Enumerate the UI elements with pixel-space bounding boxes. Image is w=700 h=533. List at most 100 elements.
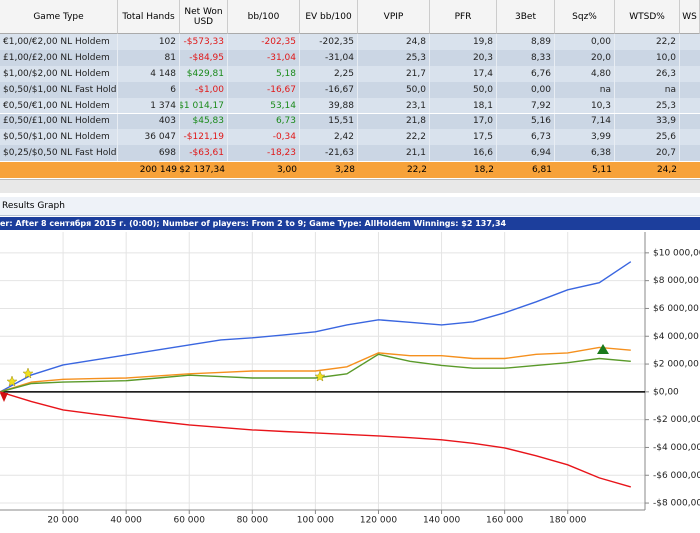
series-line [0, 391, 631, 488]
table-cell: -$1,00 [180, 81, 228, 98]
table-cell: 81 [118, 49, 180, 66]
x-tick-label: 40 000 [110, 516, 142, 526]
column-header[interactable]: bb/100 [228, 0, 300, 34]
table-cell: 6,73 [228, 113, 300, 130]
table-cell [680, 129, 700, 146]
panel-header: Results Graph [0, 197, 700, 216]
table-cell: $0,50/$1,00 NL Holdem [0, 129, 118, 146]
table-cell: 7,14 [555, 113, 615, 130]
table-cell: 20,0 [555, 49, 615, 66]
x-tick-label: 180 000 [549, 516, 586, 526]
table-cell: 26,3 [615, 65, 680, 82]
table-cell: 21,8 [358, 113, 430, 130]
totals-cell [680, 162, 700, 178]
table-cell: 17,4 [430, 65, 497, 82]
table-cell: 18,1 [430, 97, 497, 114]
table-cell: 5,16 [497, 113, 555, 130]
table-cell: $429,81 [180, 65, 228, 82]
y-tick-label: $2 000,00 [653, 360, 699, 370]
table-cell: -$121,19 [180, 129, 228, 146]
chart: $10 000,00 $8 000,00 $6 000,00 $4 000,00 $2 … [0, 232, 700, 526]
y-tick-label: -$4 000,00 [653, 443, 700, 453]
x-tick-label: 140 000 [423, 516, 460, 526]
table-cell [680, 49, 700, 66]
series-line [0, 346, 631, 393]
series-line [0, 261, 632, 393]
column-header[interactable]: PFR [430, 0, 497, 34]
totals-cell: 3,00 [228, 162, 300, 178]
table-cell: 698 [118, 145, 180, 162]
table-cell: 2,25 [300, 65, 358, 82]
column-header[interactable]: Total Hands [118, 0, 180, 34]
table-cell: $0,25/$0,50 NL Fast Holdem [0, 145, 118, 162]
table-cell: 4,80 [555, 65, 615, 82]
column-header[interactable]: Sqz% [555, 0, 615, 34]
table-cell [680, 34, 700, 50]
table-cell: 25,3 [615, 97, 680, 114]
table-cell: 6 [118, 81, 180, 98]
table-cell: -0,34 [228, 129, 300, 146]
totals-cell: $2 137,34 [180, 162, 228, 178]
filter-text: er: After 8 сентября 2015 г. (0:00); Num… [0, 219, 507, 228]
table-cell: £0,50/£1,00 NL Holdem [0, 113, 118, 130]
table-cell: 10,3 [555, 97, 615, 114]
table-cell: -18,23 [228, 145, 300, 162]
table-cell: 3,99 [555, 129, 615, 146]
table-cell: €1,00/€2,00 NL Holdem [0, 34, 118, 50]
table-cell: 22,2 [358, 129, 430, 146]
x-tick-label: 120 000 [360, 516, 397, 526]
table-cell: 23,1 [358, 97, 430, 114]
column-header[interactable]: WS [680, 0, 700, 34]
column-header[interactable]: Net Won USD [180, 0, 228, 34]
column-header[interactable]: EV bb/100 [300, 0, 358, 34]
x-tick-label: 100 000 [297, 516, 334, 526]
totals-cell: 200 149 [118, 162, 180, 178]
stats-table: Game Type Total Hands Net Won USD bb/100 EV … [0, 0, 700, 179]
table-cell: 7,92 [497, 97, 555, 114]
table-cell: 21,1 [358, 145, 430, 162]
table-cell: 8,89 [497, 34, 555, 50]
column-header[interactable]: 3Bet [497, 0, 555, 34]
scrollbar[interactable] [0, 179, 700, 193]
table-cell: 1 374 [118, 97, 180, 114]
table-cell [680, 97, 700, 114]
table-cell: £1,00/£2,00 NL Holdem [0, 49, 118, 66]
table-cell: 20,7 [615, 145, 680, 162]
panel-title: Results Graph [2, 201, 65, 211]
x-tick-label: 60 000 [173, 516, 205, 526]
x-tick-label: 80 000 [237, 516, 269, 526]
filter-bar: er: After 8 сентября 2015 г. (0:00); Num… [0, 217, 700, 230]
table-cell: $1 014,17 [180, 97, 228, 114]
table-cell: 2,42 [300, 129, 358, 146]
column-header[interactable]: WTSD% [615, 0, 680, 34]
table-cell: 24,8 [358, 34, 430, 50]
y-tick-label: $0,00 [653, 387, 679, 397]
y-tick-label: -$2 000,00 [653, 415, 700, 425]
table-cell: 10,0 [615, 49, 680, 66]
table-cell: -$84,95 [180, 49, 228, 66]
table-cell: $45,83 [180, 113, 228, 130]
marker [0, 393, 8, 402]
totals-cell: 22,2 [358, 162, 430, 178]
table-cell: 36 047 [118, 129, 180, 146]
table-cell: -16,67 [228, 81, 300, 98]
table-cell: $0,50/$1,00 NL Fast Holdem [0, 81, 118, 98]
table-cell: 6,76 [497, 65, 555, 82]
table-cell: 53,14 [228, 97, 300, 114]
table-cell: na [555, 81, 615, 98]
table-cell: 102 [118, 34, 180, 50]
x-tick-label: 20 000 [47, 516, 79, 526]
column-header[interactable]: VPIP [358, 0, 430, 34]
table-cell: 20,3 [430, 49, 497, 66]
table-cell [680, 65, 700, 82]
column-header[interactable]: Game Type [0, 0, 118, 34]
y-tick-label: $4 000,00 [653, 332, 699, 342]
totals-cell: 24,2 [615, 162, 680, 178]
table-cell: 25,6 [615, 129, 680, 146]
table-cell: -31,04 [228, 49, 300, 66]
table-cell: 19,8 [430, 34, 497, 50]
table-cell: 50,0 [358, 81, 430, 98]
totals-cell: 3,28 [300, 162, 358, 178]
series-line [0, 353, 631, 393]
